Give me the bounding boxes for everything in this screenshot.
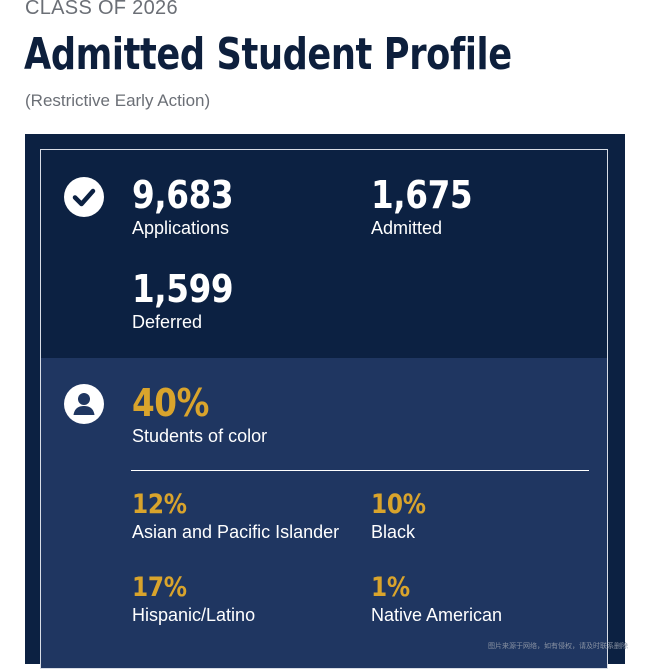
watermark-text: 图片来源于网络，如有侵权，请及时联系删除 [488,643,628,650]
check-circle-icon [64,177,104,217]
page-title: Admitted Student Profile [24,29,512,80]
user-circle-icon [64,384,104,424]
stat-label: Deferred [132,312,203,332]
stat-asian-pacific-islander: 12% Asian and Pacific Islander [132,489,339,543]
stat-label: Black [371,522,416,542]
stat-value: 1,599 [132,267,234,311]
eyebrow-class-year: CLASS OF 2026 [25,0,178,19]
stat-label: Native American [371,605,503,625]
diversity-section: 40% Students of color 12% Asian and Paci… [41,358,607,668]
stat-students-of-color: 40% Students of color [132,381,267,447]
stat-label: Students of color [132,426,268,446]
stat-value: 1,675 [371,173,473,217]
profile-panel-inner: 9,683 Applications 1,675 Admitted 1,599 … [40,149,608,669]
page-subtitle: (Restrictive Early Action) [25,91,211,110]
stat-hispanic-latino: 17% Hispanic/Latino [132,572,255,626]
stat-value: 9,683 [132,173,234,217]
stat-label: Admitted [371,218,443,238]
stat-native-american: 1% Native American [371,572,502,626]
stat-value: 40% [132,381,209,425]
stat-deferred: 1,599 Deferred [132,267,250,333]
stat-admitted: 1,675 Admitted [371,173,489,239]
stat-label: Asian and Pacific Islander [132,522,340,542]
stat-value: 10% [371,489,426,520]
stat-value: 17% [132,572,187,603]
stat-applications: 9,683 Applications [132,173,250,239]
stat-label: Hispanic/Latino [132,605,256,625]
stat-black: 10% Black [371,489,435,543]
profile-panel: 9,683 Applications 1,675 Admitted 1,599 … [25,134,625,669]
stat-label: Applications [132,218,230,238]
section-divider [131,470,589,471]
stat-value: 12% [132,489,187,520]
applications-section: 9,683 Applications 1,675 Admitted 1,599 … [41,150,607,358]
stat-value: 1% [371,572,410,603]
